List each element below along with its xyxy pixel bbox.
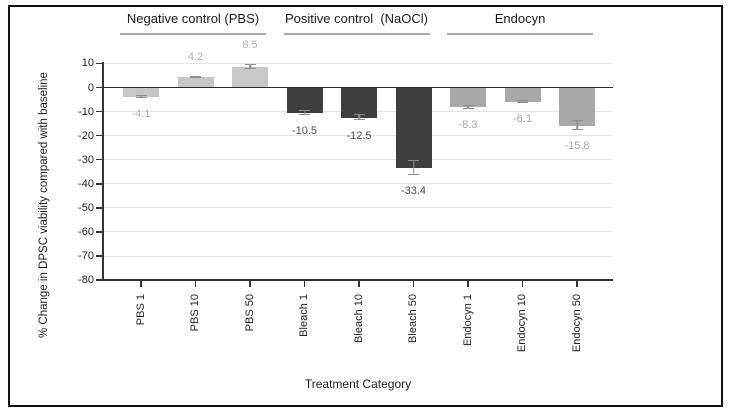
x-axis-tick [576,280,578,288]
y-axis-tick-label: -80 [78,274,94,287]
error-bar-endocyn-10 [517,100,528,104]
group-header-label: Negative control (PBS) [126,11,260,26]
y-axis-tick [96,255,104,257]
x-axis-tick [249,280,251,288]
y-axis-tick [96,62,104,65]
error-bar-endocyn-1 [462,104,474,110]
bar-bleach-50 [395,88,432,168]
figure-border [8,5,723,407]
y-axis-tick-label: 0 [87,81,94,94]
group-header-label: Endocyn [494,11,546,26]
bar-value-label: -33.4 [400,185,427,198]
x-axis-tick [521,280,524,288]
error-bar-pbs-1 [135,95,147,99]
gridline [103,62,613,64]
x-axis-tick [412,280,415,288]
error-bar-bleach-10 [353,113,365,121]
x-axis-title: Treatment Category [304,377,412,391]
y-axis-tick-label: 10 [81,57,94,70]
gridline [103,255,613,257]
bar-pbs-10 [177,77,214,87]
y-axis-tick [96,134,104,137]
gridline [103,159,613,161]
y-axis-tick [96,183,104,185]
bar-value-label: -4.1 [131,108,151,121]
x-axis-line [103,279,613,281]
bar-value-label: -12.5 [346,130,372,143]
error-bar-bleach-1 [299,109,310,115]
x-axis-category-label: PBS 10 [189,294,201,332]
x-axis-category-label: Endocyn 50 [570,294,583,353]
x-axis-tick [303,280,306,288]
x-axis-category-label: PBS 50 [243,294,256,332]
gridline [103,207,613,209]
error-bar-bleach-50 [408,159,419,176]
bar-value-label: -8.3 [458,119,478,132]
group-header-underline [447,33,593,35]
y-axis-tick [96,158,104,161]
y-axis-tick-label: -30 [78,153,94,166]
gridline [103,231,613,233]
error-bar-endocyn-50 [571,120,583,130]
x-axis-tick [358,280,360,288]
y-axis-tick [96,279,104,281]
bar-value-label: -10.5 [291,124,318,137]
y-axis-tick [96,110,104,113]
group-header-label: Positive control (NaOCl) [284,11,429,26]
bar-endocyn-1 [450,88,486,108]
y-axis-tick [96,231,104,233]
y-axis-title: % Change in DPSC viability compared with… [38,72,50,338]
y-axis-tick-label: -10 [78,105,94,118]
y-axis-tick-label: -50 [78,201,94,214]
group-header-underline [283,33,430,35]
bar-value-label: -15.8 [564,139,590,152]
bar-bleach-10 [341,88,377,118]
group-header-underline [120,33,266,35]
bar-endocyn-10 [504,88,541,103]
x-axis-tick [140,280,142,288]
y-axis-tick-label: -60 [78,225,94,238]
error-bar-pbs-50 [244,64,256,69]
y-axis-line [102,62,104,282]
y-axis-tick [96,207,104,209]
x-axis-category-label: Bleach 50 [407,294,419,343]
bar-value-label: 8.5 [242,39,258,52]
bar-pbs-50 [232,67,268,87]
bar-value-label: -6.1 [513,113,532,126]
x-axis-category-label: Bleach 10 [352,294,365,343]
bar-pbs-1 [123,88,159,98]
bar-value-label: 4.2 [187,50,204,63]
x-axis-category-label: Bleach 1 [298,294,310,337]
zero-line [103,86,613,89]
x-axis-tick [194,280,197,288]
y-axis-tick-label: -20 [78,129,94,142]
error-bar-pbs-10 [190,75,201,79]
gridline [103,183,613,185]
y-axis-tick-label: -40 [78,177,94,190]
y-axis-tick-label: -70 [78,250,94,263]
bar-bleach-1 [286,88,323,113]
x-axis-tick [467,280,469,288]
y-axis-tick [96,86,104,89]
x-axis-category-label: Endocyn 1 [461,294,474,346]
x-axis-category-label: PBS 1 [134,294,147,326]
x-axis-category-label: Endocyn 10 [516,294,528,353]
gridline [103,135,613,137]
